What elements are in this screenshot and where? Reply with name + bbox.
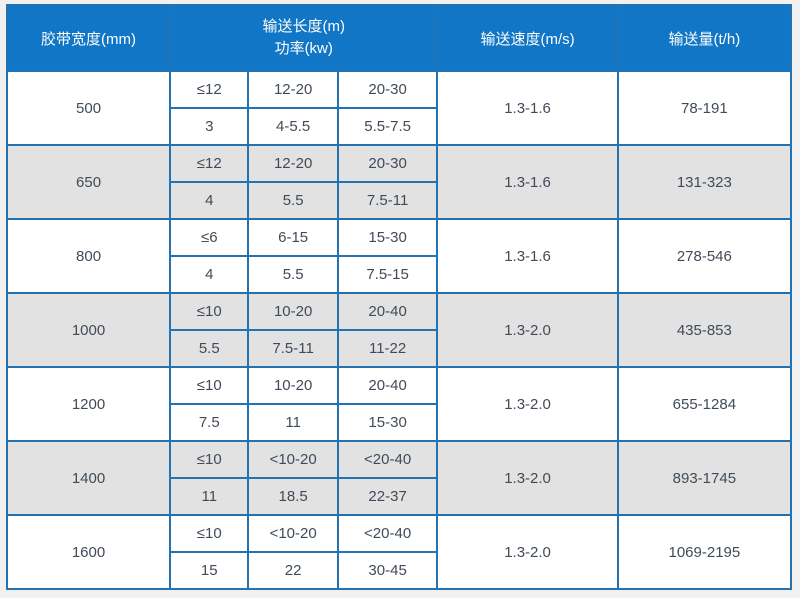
capacity-cell: 78-191 xyxy=(616,70,793,146)
capacity-cell: 893-1745 xyxy=(616,440,793,516)
length-cell-3: 20-40 xyxy=(336,292,439,331)
header-length-power: 输送长度(m) 功率(kw) xyxy=(169,4,439,72)
length-cell-2: <10-20 xyxy=(247,440,339,479)
table-row: 1000 ≤10 10-20 20-40 1.3-2.0 435-853 xyxy=(5,292,793,368)
power-cell-2: 11 xyxy=(247,403,339,442)
power-cell-3: 7.5-15 xyxy=(336,255,439,294)
power-cell-1: 4 xyxy=(169,181,250,220)
spec-table-container: 胶带宽度(mm) 输送长度(m) 功率(kw) 输送速度(m/s) 输送量(t/… xyxy=(5,4,793,590)
speed-cell: 1.3-2.0 xyxy=(436,514,619,590)
length-cell-1: ≤10 xyxy=(169,514,250,553)
belt-width-cell: 500 xyxy=(5,70,172,146)
table-row: 15 22 30-45 xyxy=(7,551,791,590)
length-cell-1: ≤6 xyxy=(169,218,250,257)
belt-width-cell: 1200 xyxy=(5,366,172,442)
length-cell-1: ≤12 xyxy=(169,144,250,183)
table-row: 5.5 7.5-11 11-22 xyxy=(7,329,791,368)
length-cell-2: 6-15 xyxy=(247,218,339,257)
speed-cell: 1.3-1.6 xyxy=(436,144,619,220)
capacity-cell: 435-853 xyxy=(616,292,793,368)
power-cell-2: 5.5 xyxy=(247,255,339,294)
length-cell-2: 12-20 xyxy=(247,70,339,109)
length-cell-2: 10-20 xyxy=(247,292,339,331)
header-power-label: 功率(kw) xyxy=(274,40,333,57)
length-cell-3: 20-40 xyxy=(336,366,439,405)
power-cell-1: 11 xyxy=(169,477,250,516)
power-cell-3: 5.5-7.5 xyxy=(336,107,439,146)
power-cell-3: 11-22 xyxy=(336,329,439,368)
length-cell-2: 12-20 xyxy=(247,144,339,183)
power-cell-3: 15-30 xyxy=(336,403,439,442)
capacity-cell: 278-546 xyxy=(616,218,793,294)
capacity-cell: 131-323 xyxy=(616,144,793,220)
power-cell-1: 3 xyxy=(169,107,250,146)
table-row: 3 4-5.5 5.5-7.5 xyxy=(7,107,791,146)
power-cell-1: 7.5 xyxy=(169,403,250,442)
length-cell-2: 10-20 xyxy=(247,366,339,405)
speed-cell: 1.3-2.0 xyxy=(436,440,619,516)
header-belt-width: 胶带宽度(mm) xyxy=(5,4,172,72)
power-cell-1: 15 xyxy=(169,551,250,590)
belt-width-cell: 1600 xyxy=(5,514,172,590)
table-row: 1600 ≤10 <10-20 <20-40 1.3-2.0 1069-2195 xyxy=(5,514,793,590)
table-row: 800 ≤6 6-15 15-30 1.3-1.6 278-546 xyxy=(5,218,793,294)
table-row: 500 ≤12 12-20 20-30 1.3-1.6 78-191 xyxy=(5,70,793,146)
table-row: 4 5.5 7.5-15 xyxy=(7,255,791,294)
header-length-label: 输送长度(m) xyxy=(262,17,345,35)
capacity-cell: 1069-2195 xyxy=(616,514,793,590)
power-cell-3: 22-37 xyxy=(336,477,439,516)
length-cell-2: <10-20 xyxy=(247,514,339,553)
table-row: 7.5 11 15-30 xyxy=(7,403,791,442)
power-cell-3: 7.5-11 xyxy=(336,181,439,220)
belt-width-cell: 1400 xyxy=(5,440,172,516)
table-row: 1400 ≤10 <10-20 <20-40 1.3-2.0 893-1745 xyxy=(5,440,793,516)
speed-cell: 1.3-2.0 xyxy=(436,366,619,442)
speed-cell: 1.3-2.0 xyxy=(436,292,619,368)
speed-cell: 1.3-1.6 xyxy=(436,218,619,294)
power-cell-1: 5.5 xyxy=(169,329,250,368)
length-cell-3: <20-40 xyxy=(336,514,439,553)
power-cell-2: 4-5.5 xyxy=(247,107,339,146)
length-cell-1: ≤10 xyxy=(169,440,250,479)
length-cell-3: 15-30 xyxy=(336,218,439,257)
length-cell-1: ≤12 xyxy=(169,70,250,109)
length-cell-3: <20-40 xyxy=(336,440,439,479)
length-cell-1: ≤10 xyxy=(169,292,250,331)
length-cell-1: ≤10 xyxy=(169,366,250,405)
conveyor-spec-table: 胶带宽度(mm) 输送长度(m) 功率(kw) 输送速度(m/s) 输送量(t/… xyxy=(5,4,793,590)
table-row: 4 5.5 7.5-11 xyxy=(7,181,791,220)
table-row: 1200 ≤10 10-20 20-40 1.3-2.0 655-1284 xyxy=(5,366,793,442)
capacity-cell: 655-1284 xyxy=(616,366,793,442)
belt-width-cell: 800 xyxy=(5,218,172,294)
table-row: 650 ≤12 12-20 20-30 1.3-1.6 131-323 xyxy=(5,144,793,220)
header-row: 胶带宽度(mm) 输送长度(m) 功率(kw) 输送速度(m/s) 输送量(t/… xyxy=(5,4,793,72)
power-cell-1: 4 xyxy=(169,255,250,294)
power-cell-3: 30-45 xyxy=(336,551,439,590)
power-cell-2: 7.5-11 xyxy=(247,329,339,368)
belt-width-cell: 650 xyxy=(5,144,172,220)
length-cell-3: 20-30 xyxy=(336,144,439,183)
header-speed: 输送速度(m/s) xyxy=(436,4,619,72)
length-cell-3: 20-30 xyxy=(336,70,439,109)
power-cell-2: 18.5 xyxy=(247,477,339,516)
power-cell-2: 5.5 xyxy=(247,181,339,220)
speed-cell: 1.3-1.6 xyxy=(436,70,619,146)
header-capacity: 输送量(t/h) xyxy=(616,4,793,72)
power-cell-2: 22 xyxy=(247,551,339,590)
table-row: 11 18.5 22-37 xyxy=(7,477,791,516)
belt-width-cell: 1000 xyxy=(5,292,172,368)
table-body: 500 ≤12 12-20 20-30 1.3-1.6 78-191 3 4-5… xyxy=(5,70,793,590)
